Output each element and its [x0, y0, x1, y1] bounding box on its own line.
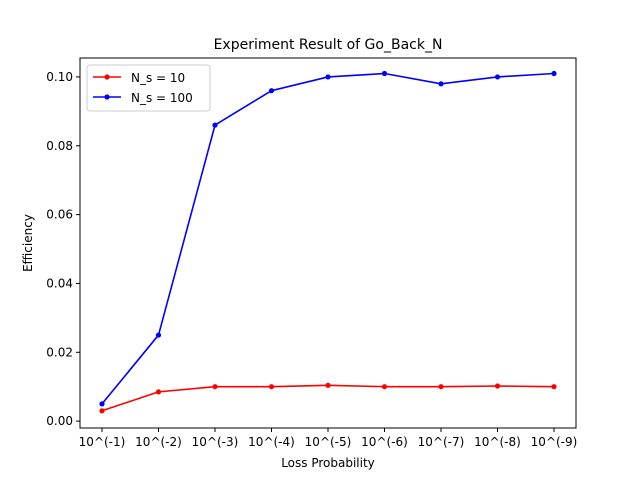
plot-frame [79, 57, 577, 429]
x-tick-label: 10^(-8) [474, 435, 521, 449]
data-point [325, 382, 331, 388]
data-point [268, 384, 275, 390]
legend: N_s = 10 N_s = 100 [86, 64, 211, 112]
y-axis-label: Efficiency [21, 214, 35, 272]
data-point [551, 70, 557, 77]
plot-marks [99, 70, 557, 414]
data-point [155, 389, 162, 395]
axes: 10^(-1) 10^(-2) 10^(-3) 10^(-4) 10^(-5) 10^(-… [46, 70, 577, 449]
x-tick-label: 10^(-3) [192, 435, 239, 449]
data-point [325, 74, 331, 80]
legend-marker [104, 74, 110, 80]
x-tick-label: 10^(-7) [418, 435, 465, 449]
data-point [438, 81, 444, 87]
data-point [381, 384, 388, 390]
y-tick-label: 0.06 [46, 208, 73, 222]
y-tick-label: 0.02 [46, 345, 73, 359]
x-tick-label: 10^(-5) [305, 435, 352, 449]
chart-title: Experiment Result of Go_Back_N [214, 37, 443, 53]
x-tick-label: 10^(-4) [248, 435, 295, 449]
data-point [99, 408, 105, 414]
data-point [155, 332, 162, 338]
x-axis-label: Loss Probability [281, 456, 375, 470]
data-point [494, 74, 501, 80]
data-point [212, 122, 218, 128]
x-tick-label: 10^(-1) [79, 435, 126, 449]
data-point [438, 384, 444, 390]
data-point [551, 384, 557, 390]
y-tick-label: 0.08 [46, 139, 73, 153]
data-point [212, 384, 218, 390]
y-tick-label: 0.10 [46, 70, 73, 84]
x-tick-label: 10^(-2) [135, 435, 182, 449]
x-tick-label: 10^(-6) [361, 435, 408, 449]
y-tick-label: 0.00 [46, 414, 73, 428]
legend-label: N_s = 10 [131, 71, 185, 85]
series-line [101, 72, 555, 405]
data-point [494, 383, 501, 389]
x-tick-label: 10^(-9) [531, 435, 578, 449]
data-point [99, 401, 105, 407]
y-tick-label: 0.04 [46, 276, 73, 290]
legend-label: N_s = 100 [131, 91, 193, 105]
legend-marker [104, 94, 110, 100]
series-line [101, 384, 555, 412]
data-point [268, 88, 275, 94]
data-point [381, 70, 388, 77]
